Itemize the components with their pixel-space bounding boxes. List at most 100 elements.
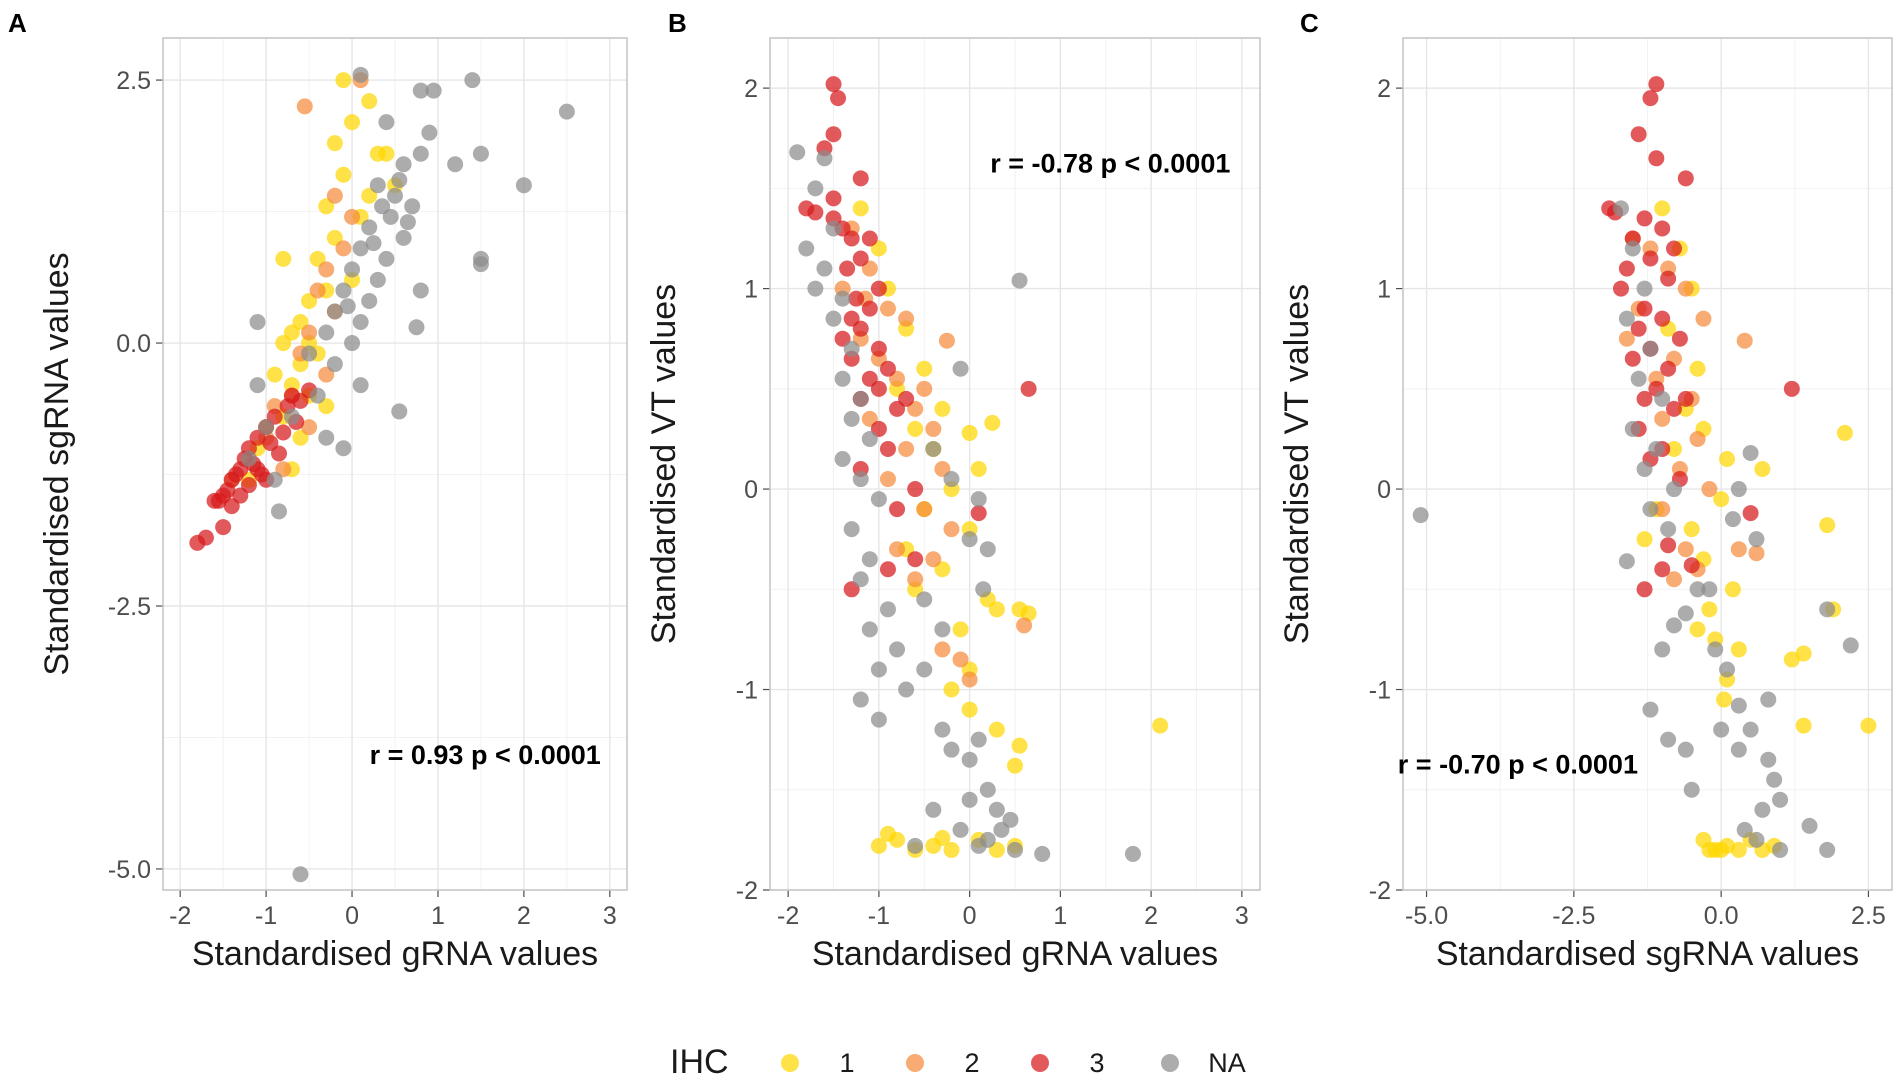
point-a-ihc-na-16: [361, 219, 378, 236]
point-b-ihc-3-35: [907, 551, 924, 568]
x-tick-label-a-5: 3: [603, 902, 617, 930]
y-tick-label-a-2: 0.0: [116, 330, 151, 358]
point-b-ihc-3-31: [1020, 380, 1037, 397]
point-b-ihc-1-30: [870, 837, 887, 854]
x-axis-title-b: Standardised gRNA values: [812, 935, 1218, 973]
point-a-ihc-2-4: [335, 240, 352, 257]
point-b-ihc-1-34: [943, 841, 960, 858]
y-tick-label-b-3: 1: [744, 276, 758, 304]
point-b-ihc-na-30: [961, 751, 978, 768]
point-c-ihc-2-15: [1654, 501, 1671, 518]
x-tick-label-c-2: 0.0: [1704, 902, 1739, 930]
point-a-ihc-na-33: [301, 345, 318, 362]
point-a-ihc-na-43: [240, 450, 257, 467]
point-c-ihc-1-14: [1819, 517, 1836, 534]
plot-frame-a: [162, 37, 628, 891]
point-b-ihc-na-2: [807, 180, 824, 197]
point-a-ihc-na-9: [395, 156, 412, 173]
point-b-ihc-na-1: [816, 150, 833, 167]
point-b-ihc-1-8: [961, 424, 978, 441]
point-c-ihc-3-13: [1660, 270, 1677, 287]
point-b-ihc-1-27: [1011, 737, 1028, 754]
point-b-ihc-na-52: [907, 837, 924, 854]
point-c-ihc-1-27: [1860, 717, 1877, 734]
point-c-ihc-3-14: [1612, 280, 1629, 297]
point-c-ihc-na-7: [1654, 390, 1671, 407]
correlation-annotation-c: r = -0.70 p < 0.0001: [1398, 750, 1638, 780]
point-a-ihc-1-1: [361, 93, 378, 110]
point-c-ihc-na-33: [1772, 841, 1789, 858]
point-a-ihc-na-36: [249, 377, 266, 394]
point-c-ihc-1-17: [1724, 581, 1741, 598]
point-b-ihc-3-9: [843, 230, 860, 247]
point-b-ihc-na-25: [870, 711, 887, 728]
point-b-ihc-na-11: [852, 390, 869, 407]
point-c-ihc-na-29: [1772, 791, 1789, 808]
point-b-ihc-na-14: [834, 450, 851, 467]
point-b-ihc-3-6: [807, 204, 824, 221]
point-c-ihc-na-40: [1724, 511, 1741, 528]
point-b-ihc-3-33: [879, 561, 896, 578]
point-a-ihc-na-1: [412, 82, 429, 99]
point-c-ihc-1-9: [1754, 461, 1771, 478]
legend-label-na: NA: [1208, 1048, 1246, 1078]
point-b-ihc-na-16: [870, 491, 887, 508]
point-c-ihc-na-14: [1618, 553, 1635, 570]
point-a-ihc-na-38: [391, 403, 408, 420]
point-a-ihc-na-8: [472, 145, 489, 162]
point-c-ihc-1-37: [1701, 841, 1718, 858]
point-b-ihc-2-14: [879, 471, 896, 488]
point-a-ihc-3-1: [197, 529, 214, 546]
point-c-ihc-1-12: [1713, 491, 1730, 508]
point-b-ihc-2-12: [898, 440, 915, 457]
point-c-ihc-na-8: [1624, 420, 1641, 437]
point-c-ihc-na-20: [1719, 661, 1736, 678]
x-tick-label-b-3: 1: [1053, 902, 1067, 930]
x-tick-label-b-1: -1: [868, 902, 890, 930]
point-c-ihc-3-31: [1742, 505, 1759, 522]
point-c-ihc-na-2: [1624, 240, 1641, 257]
point-b-ihc-2-17: [889, 541, 906, 558]
point-b-ihc-na-44: [970, 491, 987, 508]
x-tick-label-c-1: -2.5: [1552, 902, 1595, 930]
point-c-ihc-na-41: [1748, 531, 1765, 548]
point-b-ihc-2-22: [961, 671, 978, 688]
point-b-ihc-na-17: [843, 521, 860, 538]
point-b-ihc-na-46: [979, 541, 996, 558]
point-b-ihc-na-54: [970, 837, 987, 854]
point-c-ihc-na-37: [1842, 637, 1859, 654]
point-a-ihc-na-19: [378, 250, 395, 267]
point-b-ihc-na-20: [879, 601, 896, 618]
point-c-ihc-na-26: [1742, 721, 1759, 738]
plot-frame-c: [1402, 37, 1893, 891]
point-a-ihc-na-23: [369, 271, 386, 288]
point-c-ihc-2-3: [1677, 280, 1694, 297]
y-tick-label-a-1: -2.5: [108, 593, 151, 621]
point-a-ihc-na-40: [258, 419, 275, 436]
y-tick-label-c-3: 1: [1377, 276, 1391, 304]
point-a-ihc-3-2: [215, 519, 232, 536]
point-c-ihc-na-36: [1819, 601, 1836, 618]
point-a-ihc-na-24: [335, 282, 352, 299]
point-a-ihc-na-7: [412, 145, 429, 162]
point-a-ihc-1-6: [335, 166, 352, 183]
point-a-ihc-2-5: [318, 261, 335, 278]
point-a-ihc-na-42: [335, 440, 352, 457]
point-c-ihc-1-15: [1636, 531, 1653, 548]
point-c-ihc-3-8: [1654, 220, 1671, 237]
point-c-ihc-na-0: [1412, 507, 1429, 524]
point-c-ihc-3-4: [1677, 170, 1694, 187]
panel-letter-c: C: [1300, 8, 1319, 38]
point-b-ihc-na-5: [816, 260, 833, 277]
point-b-ihc-1-6: [934, 400, 951, 417]
point-b-ihc-3-30: [889, 501, 906, 518]
point-b-ihc-3-32: [970, 505, 987, 522]
point-b-ihc-na-33: [988, 801, 1005, 818]
point-c-ihc-1-18: [1701, 601, 1718, 618]
x-tick-label-a-1: -1: [255, 902, 277, 930]
legend-swatch-1: [781, 1054, 799, 1072]
point-b-ihc-na-6: [807, 280, 824, 297]
point-a-ihc-na-46: [292, 866, 309, 883]
point-b-ihc-na-18: [861, 551, 878, 568]
point-a-ihc-3-20: [275, 424, 292, 441]
